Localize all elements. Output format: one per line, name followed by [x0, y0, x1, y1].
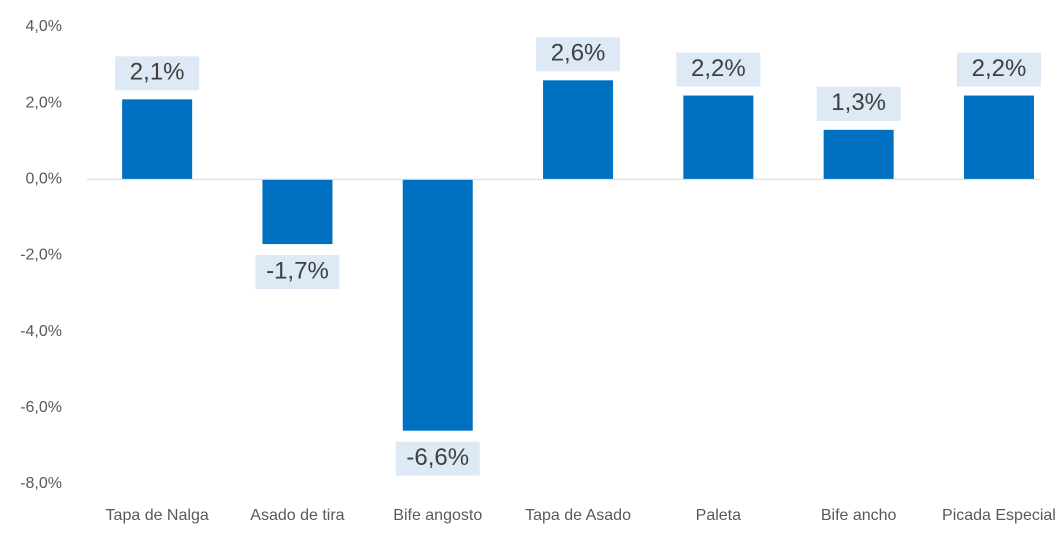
value-label: -6,6% [406, 444, 469, 471]
value-label-bg [816, 86, 901, 121]
bar [402, 179, 473, 431]
x-tick-label: Picada Especial [942, 507, 1056, 524]
y-tick-label: -8,0% [20, 475, 62, 492]
value-label: 2,2% [691, 55, 746, 82]
value-label-bg [395, 441, 480, 476]
value-label-bg [676, 52, 761, 87]
bar [543, 80, 614, 180]
y-tick-label: 4,0% [26, 18, 62, 35]
x-tick-label: Bife angosto [393, 507, 482, 524]
x-tick-label: Bife ancho [821, 507, 897, 524]
x-tick-label: Asado de tira [250, 507, 344, 524]
y-tick-label: 2,0% [26, 94, 62, 111]
bar [963, 95, 1034, 180]
value-label: 2,2% [972, 55, 1027, 82]
bar [683, 95, 754, 180]
y-tick-label: -6,0% [20, 399, 62, 416]
value-label: 2,1% [130, 59, 185, 86]
y-tick-label: 0,0% [26, 171, 62, 188]
bar [823, 129, 894, 180]
y-tick-label: -2,0% [20, 247, 62, 264]
value-label-bg [115, 56, 200, 91]
value-label-bg [255, 255, 340, 290]
bar [262, 179, 333, 245]
x-tick-label: Tapa de Nalga [106, 507, 209, 524]
x-tick-label: Paleta [696, 507, 741, 524]
x-tick-label: Tapa de Asado [525, 507, 631, 524]
value-label-bg [536, 37, 621, 72]
value-label-bg [956, 52, 1041, 87]
y-tick-label: -4,0% [20, 323, 62, 340]
bar [122, 99, 193, 180]
value-label: 2,6% [551, 40, 606, 67]
value-label: 1,3% [831, 89, 886, 116]
value-label: -1,7% [266, 257, 329, 284]
